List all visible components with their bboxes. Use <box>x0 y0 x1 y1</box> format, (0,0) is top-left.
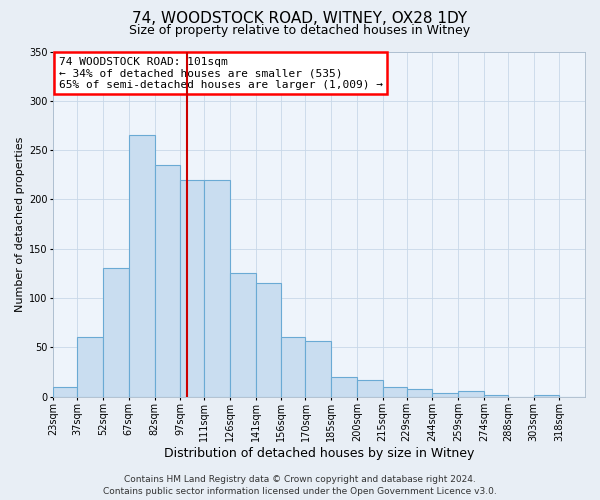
Bar <box>180 180 204 396</box>
Bar <box>53 386 77 396</box>
Bar <box>458 390 484 396</box>
Bar <box>256 283 281 397</box>
Text: 74, WOODSTOCK ROAD, WITNEY, OX28 1DY: 74, WOODSTOCK ROAD, WITNEY, OX28 1DY <box>133 11 467 26</box>
Bar <box>204 180 230 396</box>
X-axis label: Distribution of detached houses by size in Witney: Distribution of detached houses by size … <box>164 447 475 460</box>
Bar <box>77 338 103 396</box>
Bar <box>533 394 559 396</box>
Bar <box>407 388 433 396</box>
Text: 74 WOODSTOCK ROAD: 101sqm
← 34% of detached houses are smaller (535)
65% of semi: 74 WOODSTOCK ROAD: 101sqm ← 34% of detac… <box>59 56 383 90</box>
Bar <box>305 342 331 396</box>
Bar <box>331 377 357 396</box>
Bar <box>155 165 180 396</box>
Text: Contains HM Land Registry data © Crown copyright and database right 2024.
Contai: Contains HM Land Registry data © Crown c… <box>103 475 497 496</box>
Bar <box>129 136 155 396</box>
Bar <box>433 392 458 396</box>
Text: Size of property relative to detached houses in Witney: Size of property relative to detached ho… <box>130 24 470 37</box>
Y-axis label: Number of detached properties: Number of detached properties <box>15 136 25 312</box>
Bar <box>103 268 129 396</box>
Bar <box>357 380 383 396</box>
Bar <box>383 386 407 396</box>
Bar <box>281 338 305 396</box>
Bar <box>230 274 256 396</box>
Bar <box>484 394 508 396</box>
